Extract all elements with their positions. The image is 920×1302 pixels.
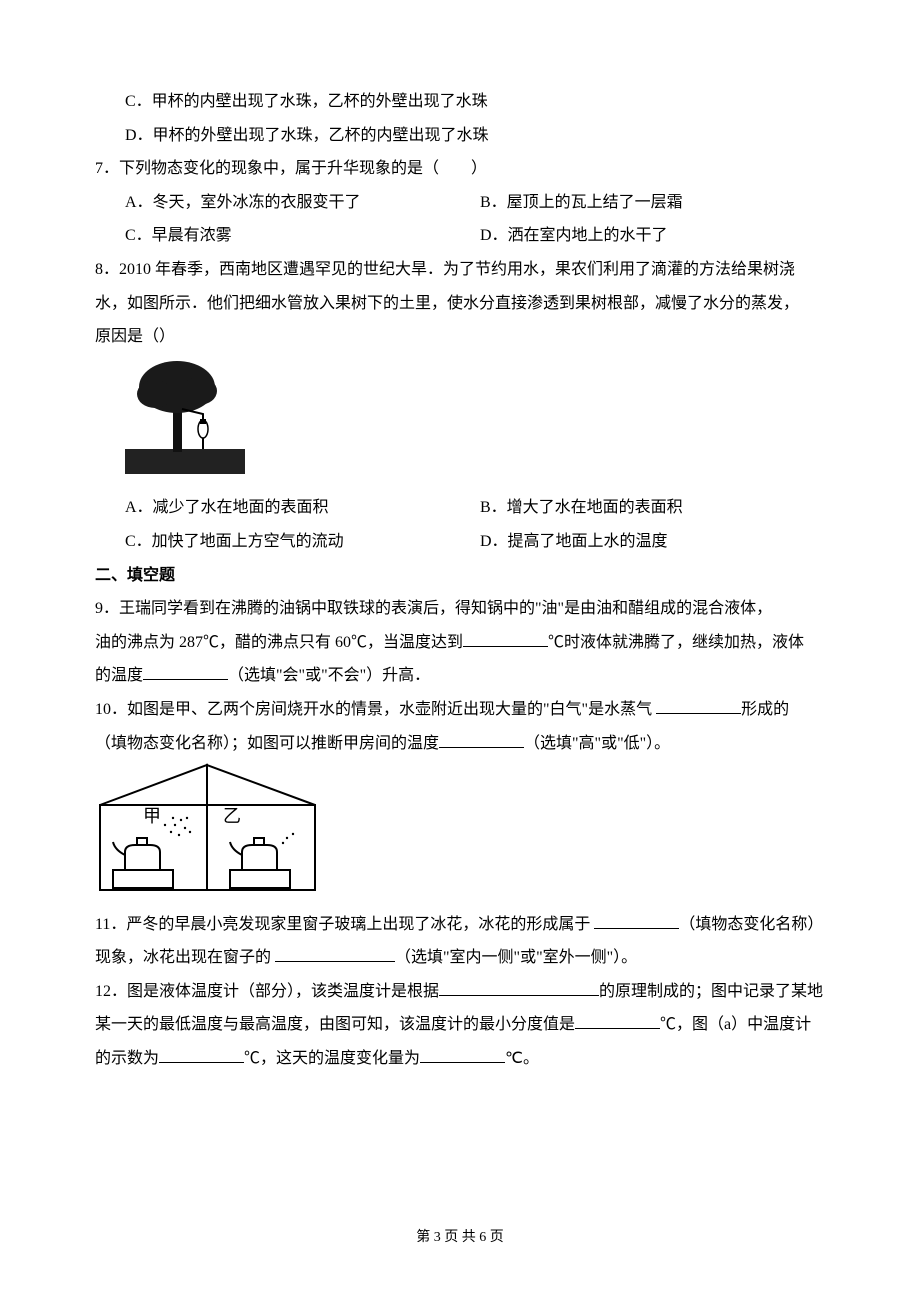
q9-l3-text-b: （选填"会"或"不会"）升高． bbox=[228, 667, 430, 684]
q12-blank-delta[interactable] bbox=[420, 1044, 505, 1063]
q9-l2-text-b: ℃时液体就沸腾了，继续加热，液体 bbox=[548, 634, 804, 651]
q7-option-d: D．洒在室内地上的水干了 bbox=[480, 219, 825, 253]
q9-blank-rise[interactable] bbox=[143, 661, 228, 680]
q12-l3-text-b: ℃，这天的温度变化量为 bbox=[244, 1050, 420, 1067]
q7-option-c: C．早晨有浓雾 bbox=[95, 219, 480, 253]
q10-line2: （填物态变化名称）；如图可以推断甲房间的温度 （选填"高"或"低"）。 bbox=[95, 727, 825, 761]
q12-line1: 12．图是液体温度计（部分），该类温度计是根据 的原理制成的；图中记录了某地 bbox=[95, 975, 825, 1009]
q11-blank-side[interactable] bbox=[275, 943, 395, 962]
q10-l1-text-a: 10．如图是甲、乙两个房间烧开水的情景，水壶附近出现大量的"白气"是水蒸气 bbox=[95, 701, 656, 718]
q7-stem: 7．下列物态变化的现象中，属于升华现象的是（ ） bbox=[95, 152, 825, 186]
kettle-label-a: 甲 bbox=[143, 806, 161, 826]
q7-option-a: A．冬天，室外冰冻的衣服变干了 bbox=[95, 186, 480, 220]
q11-blank-change[interactable] bbox=[594, 910, 679, 929]
q9-line1: 9．王瑞同学看到在沸腾的油锅中取铁球的表演后，得知锅中的"油"是由油和醋组成的混… bbox=[95, 592, 825, 626]
q8-option-a: A．减少了水在地面的表面积 bbox=[95, 491, 480, 525]
q8-option-b: B．增大了水在地面的表面积 bbox=[480, 491, 825, 525]
q11-l2-text-a: 现象，冰花出现在窗子的 bbox=[95, 949, 275, 966]
q12-l3-text-a: 的示数为 bbox=[95, 1050, 159, 1067]
q10-blank-form[interactable] bbox=[656, 695, 741, 714]
q11-l2-text-b: （选填"室内一侧"或"室外一侧"）。 bbox=[395, 949, 637, 966]
q9-line2: 油的沸点为 287℃，醋的沸点只有 60℃，当温度达到 ℃时液体就沸腾了，继续加热… bbox=[95, 626, 825, 660]
q12-line2: 某一天的最低温度与最高温度，由图可知，该温度计的最小分度值是 ℃，图（a）中温度计 bbox=[95, 1008, 825, 1042]
q8-option-c: C．加快了地面上方空气的流动 bbox=[95, 525, 480, 559]
tree-drip-image bbox=[95, 354, 825, 492]
q9-l3-text-a: 的温度 bbox=[95, 667, 143, 684]
q12-l1-text-a: 12．图是液体温度计（部分），该类温度计是根据 bbox=[95, 983, 439, 1000]
q10-l2-text-b: （选填"高"或"低"）。 bbox=[524, 735, 670, 752]
q12-line3: 的示数为 ℃，这天的温度变化量为 ℃。 bbox=[95, 1042, 825, 1076]
q12-l2-text-b: ℃，图（a）中温度计 bbox=[660, 1016, 811, 1033]
q6-option-d: D．甲杯的外壁出现了水珠，乙杯的内壁出现了水珠 bbox=[95, 119, 825, 153]
q8-stem-line1: 8．2010 年春季，西南地区遭遇罕见的世纪大旱．为了节约用水，果农们利用了滴灌… bbox=[95, 253, 825, 287]
q11-line1: 11．严冬的早晨小亮发现家里窗子玻璃上出现了冰花，冰花的形成属于 （填物态变化名… bbox=[95, 908, 825, 942]
q12-blank-principle[interactable] bbox=[439, 977, 599, 996]
q8-stem-line2: 水，如图所示．他们把细水管放入果树下的土里，使水分直接渗透到果树根部，减慢了水分… bbox=[95, 287, 825, 321]
q10-l1-text-b: 形成的 bbox=[741, 701, 789, 718]
q10-line1: 10．如图是甲、乙两个房间烧开水的情景，水壶附近出现大量的"白气"是水蒸气 形成… bbox=[95, 693, 825, 727]
q12-l1-text-b: 的原理制成的；图中记录了某地 bbox=[599, 983, 823, 1000]
q8-stem-line3: 原因是（） bbox=[95, 320, 825, 354]
kettle-rooms-image: 甲 乙 bbox=[95, 760, 825, 908]
q9-line3: 的温度 （选填"会"或"不会"）升高． bbox=[95, 659, 825, 693]
q6-option-c: C．甲杯的内壁出现了水珠，乙杯的外壁出现了水珠 bbox=[95, 85, 825, 119]
q9-l2-text-a: 油的沸点为 287℃，醋的沸点只有 60℃，当温度达到 bbox=[95, 634, 463, 651]
q8-option-d: D．提高了地面上水的温度 bbox=[480, 525, 825, 559]
kettle-label-b: 乙 bbox=[223, 806, 241, 826]
q11-line2: 现象，冰花出现在窗子的 （选填"室内一侧"或"室外一侧"）。 bbox=[95, 941, 825, 975]
q10-blank-temp[interactable] bbox=[439, 728, 524, 747]
section-2-header: 二、填空题 bbox=[95, 559, 825, 593]
page-footer: 第 3 页 共 6 页 bbox=[0, 1223, 920, 1252]
q12-l2-text-a: 某一天的最低温度与最高温度，由图可知，该温度计的最小分度值是 bbox=[95, 1016, 575, 1033]
q11-l1-text-b: （填物态变化名称） bbox=[679, 916, 823, 933]
q11-l1-text-a: 11．严冬的早晨小亮发现家里窗子玻璃上出现了冰花，冰花的形成属于 bbox=[95, 916, 594, 933]
q7-option-b: B．屋顶上的瓦上结了一层霜 bbox=[480, 186, 825, 220]
q12-blank-div[interactable] bbox=[575, 1010, 660, 1029]
q10-l2-text-a: （填物态变化名称）；如图可以推断甲房间的温度 bbox=[95, 735, 439, 752]
q12-l3-text-c: ℃。 bbox=[505, 1050, 539, 1067]
q12-blank-reading[interactable] bbox=[159, 1044, 244, 1063]
q9-blank-temp[interactable] bbox=[463, 628, 548, 647]
